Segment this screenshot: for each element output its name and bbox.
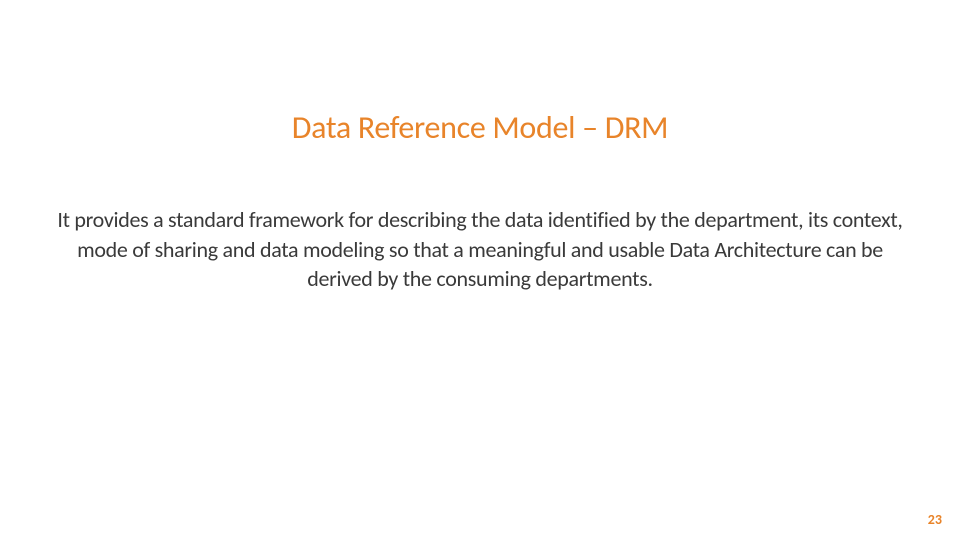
page-number: 23: [928, 511, 942, 528]
slide-container: Data Reference Model – DRM It provides a…: [0, 0, 960, 540]
slide-body-text: It provides a standard framework for des…: [50, 205, 910, 294]
slide-title: Data Reference Model – DRM: [0, 108, 960, 147]
